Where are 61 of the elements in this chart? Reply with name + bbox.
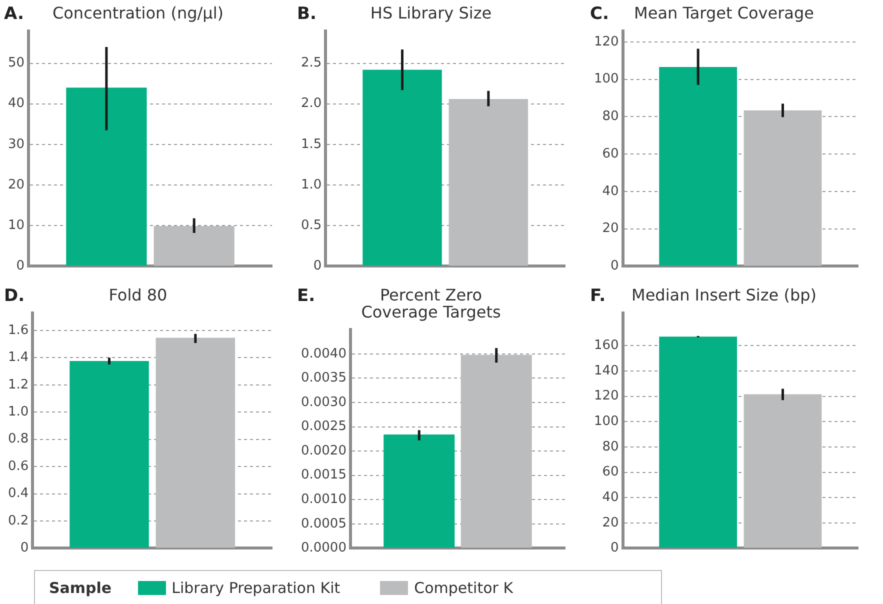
y-tick-label: 0 — [16, 258, 25, 274]
y-tick-label: 20 — [8, 177, 25, 192]
y-tick-label: 0 — [313, 258, 322, 274]
y-tick-label: 0.2 — [8, 513, 29, 528]
chart-title: Concentration (ng/µl) — [52, 4, 224, 23]
y-tick-label: 120 — [594, 34, 619, 50]
y-tick-label: 0.8 — [8, 432, 29, 447]
y-tick-label: 1.6 — [8, 322, 29, 338]
y-tick-label: 40 — [602, 490, 619, 505]
y-tick-label: 40 — [8, 96, 25, 112]
chart-title: Median Insert Size (bp) — [632, 286, 816, 305]
y-tick-label: 0 — [610, 540, 619, 556]
y-tick-label: 2.5 — [300, 56, 322, 71]
y-tick-label: 0.0010 — [300, 492, 346, 507]
y-tick-label: 2.0 — [300, 96, 322, 112]
chart-title: Mean Target Coverage — [634, 4, 814, 23]
y-tick-label: 0.0035 — [300, 370, 346, 386]
text: E. — [297, 286, 316, 306]
y-tick-label: 20 — [602, 515, 619, 530]
y-tick-label: 0.0030 — [300, 394, 346, 410]
y-tick-label: 0 — [610, 258, 619, 274]
y-tick-label: 80 — [602, 439, 619, 454]
text: F. — [590, 286, 606, 306]
legend-label: Library Preparation Kit — [170, 578, 340, 596]
y-tick-label: 1.0 — [300, 177, 322, 192]
text: C. — [590, 4, 609, 24]
y-tick-label: 0.0020 — [300, 443, 346, 458]
y-tick-label: 0.0025 — [300, 419, 346, 434]
chart-title: Fold 80 — [108, 286, 168, 305]
y-tick-label: 80 — [602, 109, 619, 124]
y-tick-label: 0.0000 — [300, 540, 346, 556]
y-tick-label: 40 — [602, 184, 619, 199]
legend-label: Competitor K — [413, 578, 514, 596]
y-tick-label: 0.0005 — [300, 516, 346, 532]
y-tick-label: 120 — [594, 388, 619, 404]
y-tick-label: 0.0040 — [300, 346, 346, 362]
y-tick-label: 0.4 — [8, 486, 29, 502]
y-tick-label: 0.5 — [300, 218, 322, 233]
y-tick-label: 1.0 — [8, 404, 29, 420]
y-tick-label: 160 — [594, 338, 619, 354]
y-tick-label: 20 — [602, 221, 619, 236]
text: D. — [4, 286, 25, 306]
chart-title: HS Library Size — [370, 4, 492, 23]
y-tick-label: 100 — [594, 72, 619, 87]
text: A. — [4, 4, 24, 24]
y-tick-label: 100 — [594, 414, 619, 430]
y-tick-label: 140 — [594, 363, 619, 378]
y-tick-label: 1.2 — [8, 377, 29, 392]
text: B. — [297, 4, 316, 24]
y-tick-label: 0 — [20, 540, 29, 556]
legend-title: Sample — [49, 578, 112, 596]
y-tick-label: 10 — [8, 218, 25, 233]
y-tick-label: 30 — [8, 136, 25, 152]
y-tick-label: 60 — [602, 146, 619, 162]
y-tick-label: 0.6 — [8, 458, 29, 474]
y-tick-label: 50 — [8, 56, 25, 71]
chart-title: Percent Zero Coverage Targets — [361, 286, 501, 322]
y-tick-label: 1.4 — [8, 350, 29, 366]
y-tick-label: 1.5 — [300, 136, 322, 152]
y-tick-label: 0.0015 — [300, 468, 346, 483]
y-tick-label: 60 — [602, 464, 619, 480]
